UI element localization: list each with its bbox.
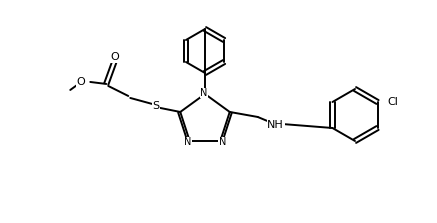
Text: N: N: [218, 137, 226, 147]
Text: O: O: [110, 52, 119, 62]
Text: NH: NH: [267, 120, 284, 130]
Text: N: N: [200, 88, 208, 98]
Text: S: S: [153, 101, 160, 111]
Text: N: N: [184, 137, 191, 147]
Text: Cl: Cl: [388, 97, 399, 107]
Text: O: O: [76, 77, 85, 87]
